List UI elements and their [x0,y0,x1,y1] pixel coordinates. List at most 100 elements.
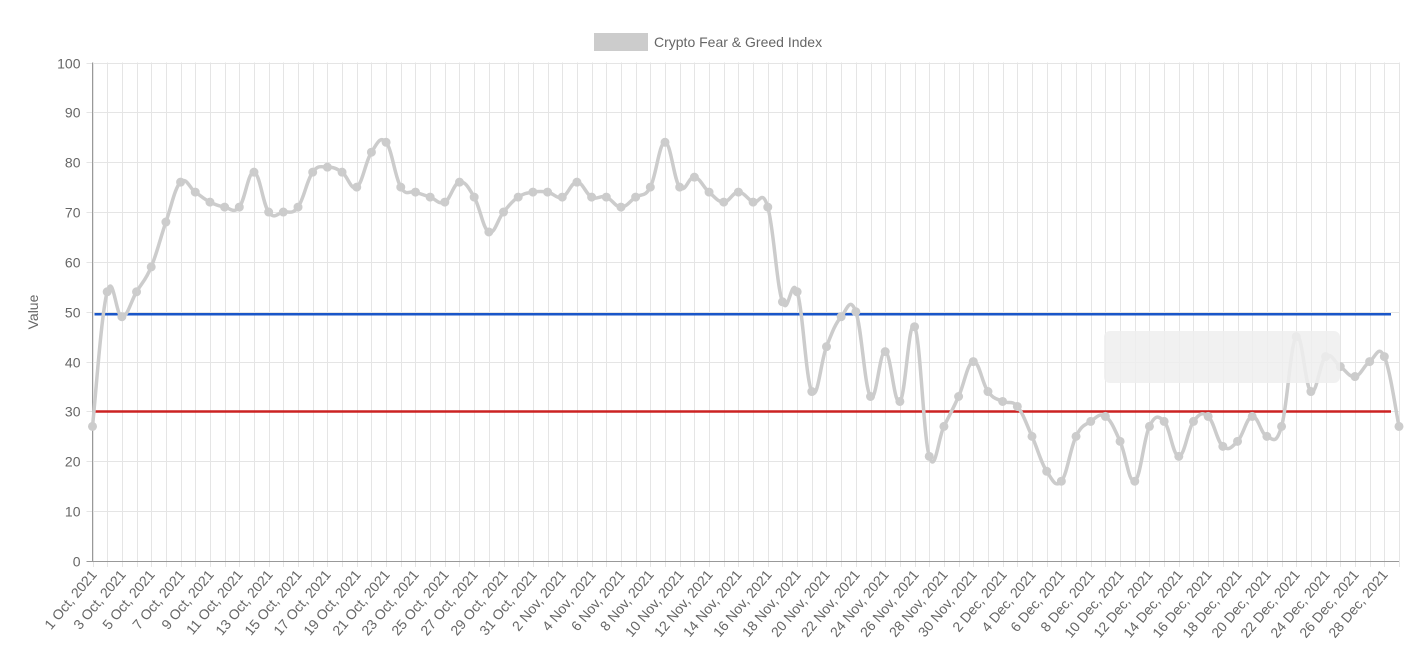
y-tick-label: 30 [65,404,81,420]
data-point[interactable] [293,202,303,212]
data-point[interactable] [851,307,861,317]
data-point[interactable] [572,177,582,187]
y-tick-label: 90 [65,105,81,121]
data-point[interactable] [543,187,553,197]
data-point[interactable] [1100,411,1110,421]
data-point[interactable] [675,182,685,192]
data-point[interactable] [645,182,655,192]
data-point[interactable] [704,187,714,197]
data-point[interactable] [557,192,567,202]
data-point[interactable] [176,177,186,187]
data-point[interactable] [1306,387,1316,397]
y-tick-label: 80 [65,155,81,171]
data-point[interactable] [1262,431,1272,441]
data-point[interactable] [587,192,597,202]
data-point[interactable] [484,227,494,237]
legend-label[interactable]: Crypto Fear & Greed Index [654,34,822,50]
data-point[interactable] [425,192,435,202]
data-point[interactable] [440,197,450,207]
data-point[interactable] [1144,421,1154,431]
data-point[interactable] [939,421,949,431]
data-point[interactable] [528,187,538,197]
data-point[interactable] [616,202,626,212]
reference-lines [94,312,1391,413]
data-point[interactable] [1086,416,1096,426]
data-point[interactable] [983,387,993,397]
data-point[interactable] [190,187,200,197]
series-line [90,137,1401,486]
y-tick-label: 10 [65,504,81,520]
data-point[interactable] [689,172,699,182]
data-point[interactable] [132,287,142,297]
data-point[interactable] [469,192,479,202]
data-point[interactable] [396,182,406,192]
data-point[interactable] [631,192,641,202]
data-point[interactable] [220,202,230,212]
data-point[interactable] [807,387,817,397]
data-point[interactable] [234,202,244,212]
data-point[interactable] [792,287,802,297]
data-point[interactable] [1115,436,1125,446]
data-point[interactable] [1277,421,1287,431]
data-point[interactable] [146,262,156,272]
data-point[interactable] [954,391,964,401]
data-point[interactable] [1130,476,1140,486]
data-point[interactable] [381,137,391,147]
data-point[interactable] [161,217,171,227]
data-point[interactable] [924,451,934,461]
data-point[interactable] [322,162,332,172]
data-point[interactable] [1042,466,1052,476]
data-point[interactable] [1159,416,1169,426]
data-point[interactable] [205,197,215,207]
data-point[interactable] [454,177,464,187]
data-point[interactable] [1233,436,1243,446]
data-point[interactable] [513,192,523,202]
data-point[interactable] [264,207,274,217]
data-point[interactable] [719,197,729,207]
data-point[interactable] [410,187,420,197]
data-point[interactable] [895,396,905,406]
data-point[interactable] [601,192,611,202]
data-point[interactable] [968,357,978,367]
data-point[interactable] [499,207,509,217]
data-point[interactable] [1379,352,1389,362]
legend-swatch[interactable] [594,33,648,51]
data-point[interactable] [1188,416,1198,426]
data-series [88,137,1404,486]
data-point[interactable] [1056,476,1066,486]
data-point[interactable] [660,137,670,147]
data-point[interactable] [308,167,318,177]
data-point[interactable] [1247,411,1257,421]
data-point[interactable] [1218,441,1228,451]
data-point[interactable] [748,197,758,207]
data-point[interactable] [1012,401,1022,411]
data-point[interactable] [1365,357,1375,367]
data-point[interactable] [1394,421,1404,431]
data-point[interactable] [117,312,127,322]
data-point[interactable] [777,297,787,307]
data-point[interactable] [733,187,743,197]
data-point[interactable] [910,322,920,332]
data-point[interactable] [836,312,846,322]
data-point[interactable] [880,347,890,357]
data-point[interactable] [1350,372,1360,382]
data-point[interactable] [1203,411,1213,421]
data-point[interactable] [249,167,259,177]
data-point[interactable] [102,287,112,297]
data-point[interactable] [866,391,876,401]
data-point[interactable] [1027,431,1037,441]
data-point[interactable] [998,396,1008,406]
data-point[interactable] [352,182,362,192]
data-point[interactable] [366,147,376,157]
data-point[interactable] [821,342,831,352]
data-point[interactable] [337,167,347,177]
legend[interactable]: Crypto Fear & Greed Index [594,33,822,51]
data-point[interactable] [763,202,773,212]
data-point[interactable] [1071,431,1081,441]
data-point[interactable] [88,421,97,431]
data-point[interactable] [278,207,288,217]
data-point[interactable] [1174,451,1184,461]
tooltip-placeholder [1104,331,1340,383]
